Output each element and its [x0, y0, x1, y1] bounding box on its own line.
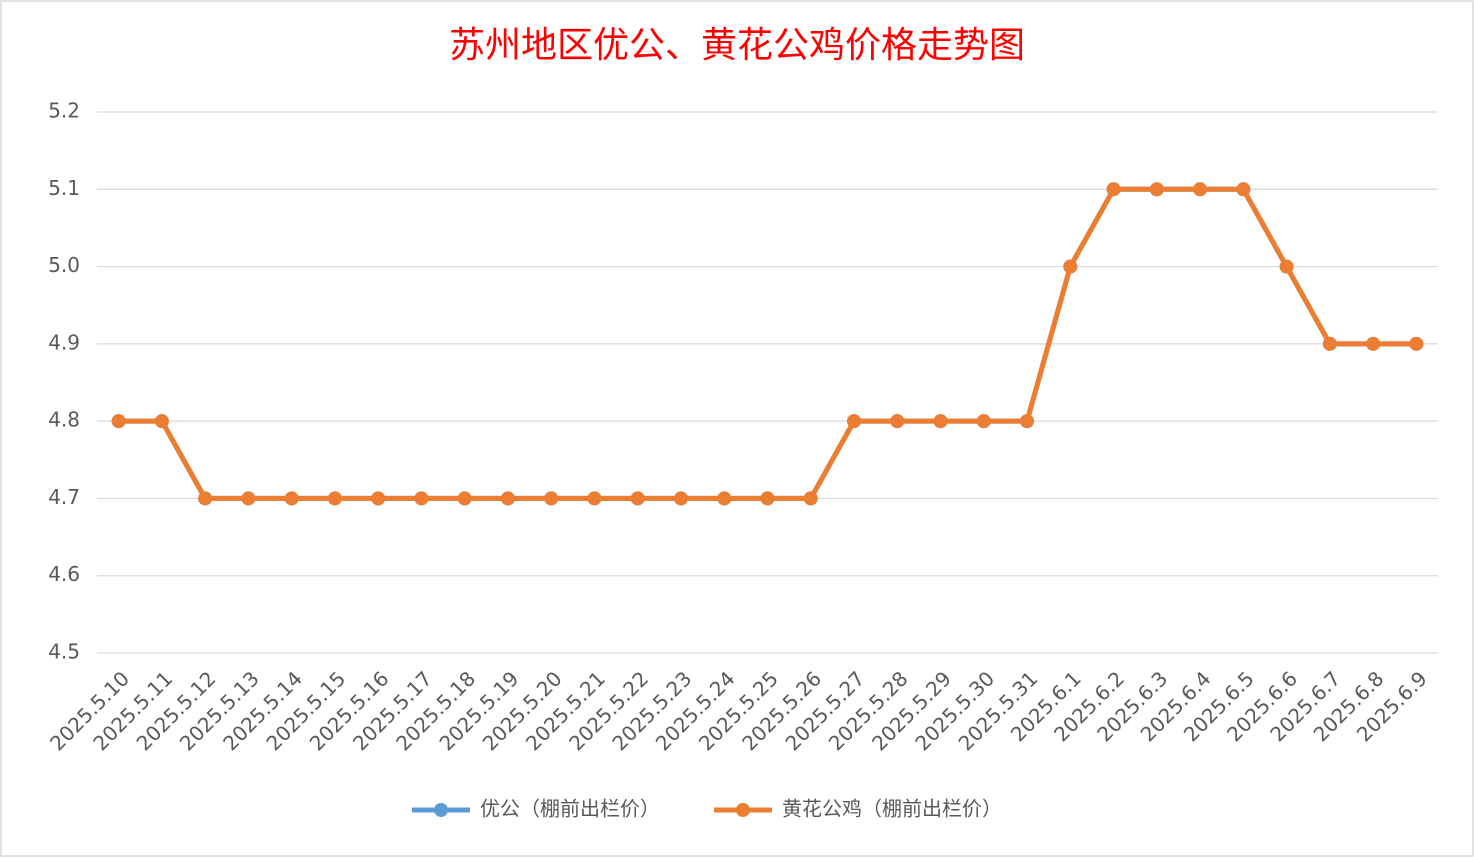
y-tick-label: 5.0 — [48, 253, 80, 277]
legend-label: 黄花公鸡（棚前出栏价） — [782, 797, 1002, 821]
data-point — [976, 414, 991, 429]
data-point — [760, 491, 775, 506]
data-point — [544, 491, 559, 506]
data-point — [1236, 182, 1251, 197]
data-point — [847, 414, 862, 429]
y-tick-label: 5.2 — [48, 99, 80, 123]
data-point — [1409, 336, 1424, 351]
data-point — [1193, 182, 1208, 197]
legend-marker — [434, 803, 448, 817]
data-point — [1149, 182, 1164, 197]
data-point — [933, 414, 948, 429]
y-tick-label: 4.8 — [48, 408, 80, 432]
chart-title: 苏州地区优公、黄花公鸡价格走势图 — [449, 25, 1025, 66]
data-point — [890, 414, 905, 429]
data-point — [1279, 259, 1294, 274]
data-point — [1322, 336, 1337, 351]
data-point — [673, 491, 688, 506]
data-point — [371, 491, 386, 506]
data-point — [1020, 414, 1035, 429]
data-point — [414, 491, 429, 506]
y-tick-label: 4.9 — [48, 330, 80, 354]
data-point — [154, 414, 169, 429]
data-point — [803, 491, 818, 506]
data-point — [717, 491, 732, 506]
data-point — [241, 491, 256, 506]
data-point — [327, 491, 342, 506]
data-point — [198, 491, 213, 506]
y-tick-label: 4.5 — [48, 640, 80, 664]
y-tick-label: 4.6 — [48, 562, 80, 586]
y-tick-label: 5.1 — [48, 176, 80, 200]
data-point — [587, 491, 602, 506]
data-point — [1106, 182, 1121, 197]
data-point — [630, 491, 645, 506]
data-point — [1366, 336, 1381, 351]
legend-label: 优公（棚前出栏价） — [480, 797, 660, 821]
data-point — [457, 491, 472, 506]
legend-marker — [736, 803, 750, 817]
data-point — [1063, 259, 1078, 274]
y-tick-label: 4.7 — [48, 485, 80, 509]
data-point — [500, 491, 515, 506]
data-point — [284, 491, 299, 506]
data-point — [111, 414, 126, 429]
